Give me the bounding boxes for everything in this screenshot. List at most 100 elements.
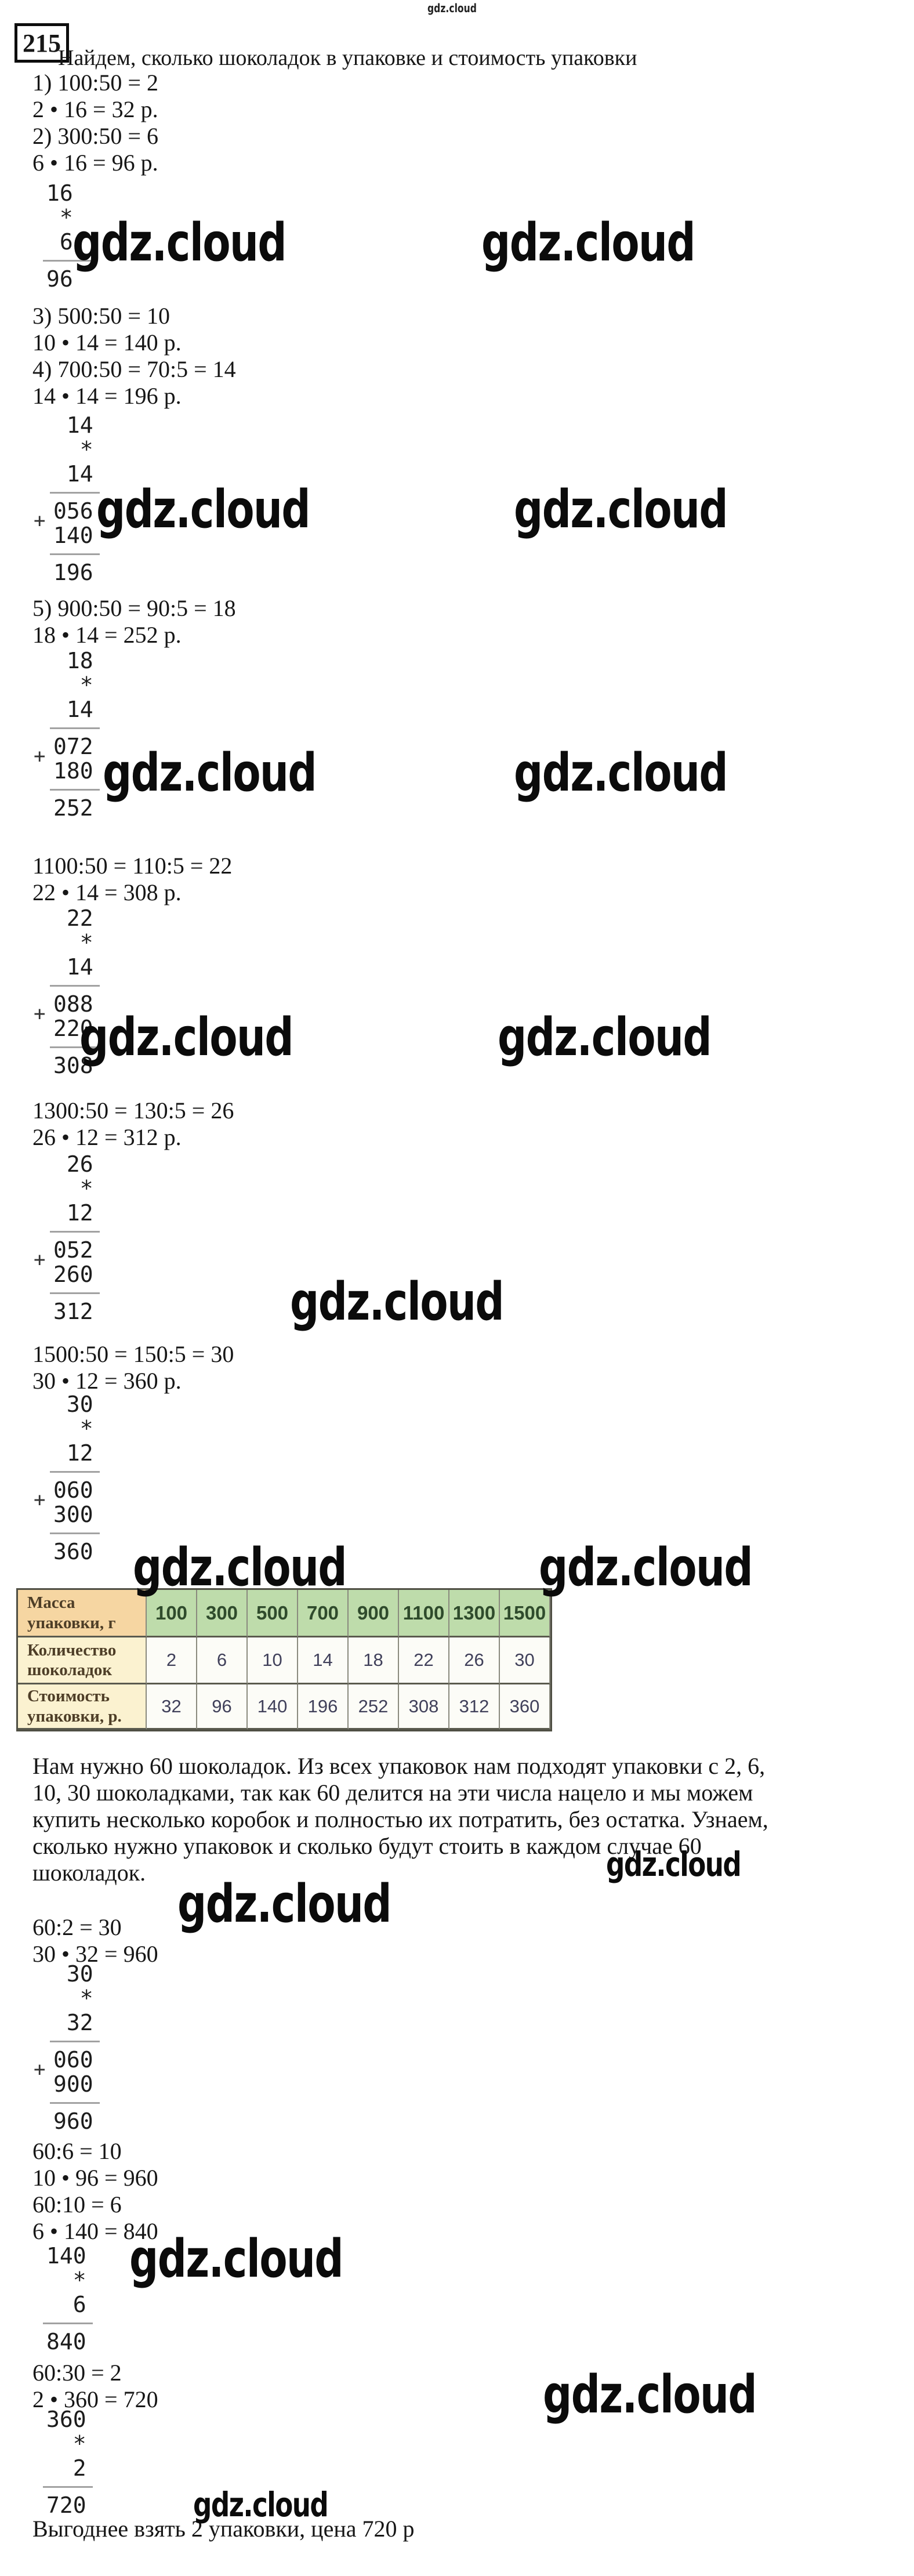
mult-rule xyxy=(50,727,100,729)
mult-block: 18 * 14 072 180 252 + xyxy=(34,648,100,821)
formula-line: 10 • 96 = 960 xyxy=(32,2165,158,2191)
mult-line: 14 xyxy=(53,697,93,722)
table-value-cell: 96 xyxy=(197,1684,248,1730)
formula-line: 4) 700:50 = 70:5 = 14 xyxy=(32,356,236,382)
watermark: gdz.cloud xyxy=(96,479,311,540)
watermark: gdz.cloud xyxy=(133,1537,347,1598)
formula-line: 60:10 = 6 xyxy=(32,2191,122,2218)
formula-line: 1100:50 = 110:5 = 22 xyxy=(32,853,233,879)
mult-line: 720 xyxy=(46,2492,86,2518)
watermark: gdz.cloud xyxy=(539,1537,753,1598)
mult-line: * xyxy=(46,2267,86,2293)
table-value-cell: 300 xyxy=(197,1590,248,1637)
mult-line: 060 xyxy=(53,2047,93,2073)
plus-sign: + xyxy=(34,1002,46,1026)
table-label-cell: Стоимость упаковки, р. xyxy=(18,1684,147,1730)
mult-block: 140 * 6 840 xyxy=(43,2243,93,2354)
watermark: gdz.cloud xyxy=(498,1007,712,1068)
mult-line: 96 xyxy=(46,266,73,292)
mult-line: 052 xyxy=(53,1237,93,1263)
mult-rule xyxy=(50,1231,100,1233)
formula-line: 6 • 140 = 840 xyxy=(32,2218,158,2244)
table-value-cell: 32 xyxy=(147,1684,197,1730)
formula-line: 14 • 14 = 196 р. xyxy=(32,383,182,409)
mult-block: 22 * 14 088 220 308 + xyxy=(34,905,100,1078)
formula-group: 1300:50 = 130:5 = 26 26 • 12 = 312 р. xyxy=(32,1097,234,1151)
mult-line: 196 xyxy=(53,560,93,585)
mult-rule xyxy=(50,2102,100,2104)
watermark: gdz.cloud xyxy=(177,1874,392,1934)
mult-line: 6 xyxy=(46,229,73,255)
mult-line: 22 xyxy=(53,905,93,931)
watermark: gdz.cloud xyxy=(103,742,317,803)
mult-line: 140 xyxy=(46,2243,86,2269)
mult-line: 360 xyxy=(53,1539,93,1564)
mult-line: * xyxy=(46,205,73,230)
table-value-cell: 6 xyxy=(197,1637,248,1684)
mult-line: 056 xyxy=(53,498,93,524)
mult-line: * xyxy=(53,930,93,955)
mult-rule xyxy=(50,1292,100,1294)
mult-rule xyxy=(50,789,100,791)
mult-line: 26 xyxy=(53,1151,93,1177)
mult-block: 26 * 12 052 260 312 + xyxy=(34,1151,100,1324)
mult-line: 14 xyxy=(53,954,93,980)
formula-line: 6 • 16 = 96 р. xyxy=(32,150,158,176)
mult-rule xyxy=(43,2486,93,2488)
mult-block: 16 * 6 96 xyxy=(43,181,93,292)
table-value-cell: 14 xyxy=(298,1637,349,1684)
mult-line: 30 xyxy=(53,1961,93,1987)
mult-line: 060 xyxy=(53,1477,93,1503)
table-value-cell: 22 xyxy=(399,1637,449,1684)
formula-line: 2) 300:50 = 6 xyxy=(32,123,158,149)
table-value-cell: 30 xyxy=(500,1637,550,1684)
mult-line: 140 xyxy=(53,523,93,548)
table-value-cell: 140 xyxy=(248,1684,298,1730)
mult-line: 32 xyxy=(53,2010,93,2035)
watermark: gdz.cloud xyxy=(514,742,728,803)
plus-sign: + xyxy=(34,2058,46,2081)
mult-line: 30 xyxy=(53,1392,93,1417)
mult-line: * xyxy=(53,672,93,698)
mult-line: * xyxy=(46,2431,86,2457)
mult-line: 2 xyxy=(46,2455,86,2481)
table-label-cell: Количество шоколадок xyxy=(18,1637,147,1684)
watermark: gdz.cloud xyxy=(290,1271,505,1332)
mult-line: 360 xyxy=(46,2407,86,2432)
table-value-cell: 312 xyxy=(449,1684,500,1730)
formula-line: 2 • 16 = 32 р. xyxy=(32,96,158,122)
formula-line: 5) 900:50 = 90:5 = 18 xyxy=(32,595,236,621)
table-value-cell: 252 xyxy=(349,1684,399,1730)
page-title: Найдем, сколько шоколадок в упаковке и с… xyxy=(58,46,637,70)
table-value-cell: 500 xyxy=(248,1590,298,1637)
mult-line: 300 xyxy=(53,1502,93,1527)
mult-line: 12 xyxy=(53,1440,93,1466)
mult-line: 14 xyxy=(53,461,93,487)
watermark: gdz.cloud xyxy=(514,479,728,540)
table-value-cell: 700 xyxy=(298,1590,349,1637)
watermark: gdz.cloud xyxy=(129,2229,344,2289)
mult-line: 252 xyxy=(53,795,93,821)
watermark: gdz.cloud xyxy=(543,2364,757,2425)
mult-rule xyxy=(50,553,100,555)
formula-group: 3) 500:50 = 10 10 • 14 = 140 р. 4) 700:50 … xyxy=(32,303,236,410)
mult-block: 30 * 12 060 300 360 + xyxy=(34,1392,100,1564)
watermark: gdz.cloud xyxy=(79,1007,294,1068)
mult-line: 840 xyxy=(46,2329,86,2354)
formula-line: 1) 100:50 = 2 xyxy=(32,70,158,96)
formula-line: 22 • 14 = 308 р. xyxy=(32,879,182,905)
table-value-cell: 1100 xyxy=(399,1590,449,1637)
mult-line: * xyxy=(53,1986,93,2011)
mult-rule xyxy=(50,2041,100,2042)
formula-line: 3) 500:50 = 10 xyxy=(32,303,170,329)
formula-line: 2 • 360 = 720 xyxy=(32,2386,158,2412)
mult-line: * xyxy=(53,1176,93,1201)
table-value-cell: 900 xyxy=(349,1590,399,1637)
table-label-cell: Масса упаковки, г xyxy=(18,1590,147,1637)
mult-line: 18 xyxy=(53,648,93,673)
mult-rule xyxy=(50,492,100,494)
mult-block: 360 * 2 720 xyxy=(43,2407,93,2518)
mult-line: 088 xyxy=(53,991,93,1017)
